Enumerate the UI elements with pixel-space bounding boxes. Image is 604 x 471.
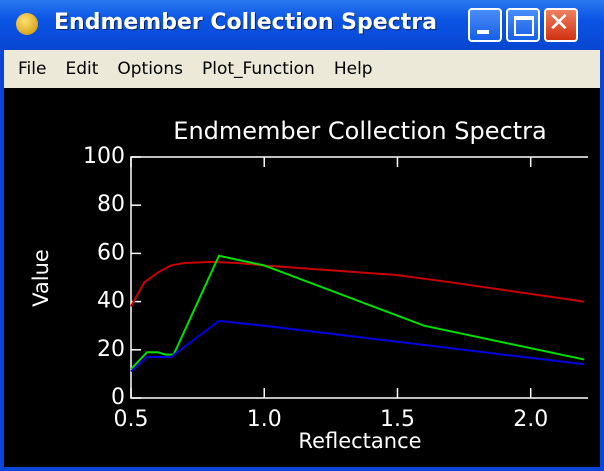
x-axis-label: Reflectance xyxy=(298,429,421,453)
minimize-button[interactable] xyxy=(468,8,502,42)
menu-bar: File Edit Options Plot_Function Help xyxy=(4,50,600,88)
series-line xyxy=(130,260,585,307)
x-tick-label: 0.5 xyxy=(114,407,149,432)
title-bar: Endmember Collection Spectra ✕ xyxy=(0,0,604,50)
x-tick-label: 2.0 xyxy=(513,407,548,432)
y-tick-label: 0 xyxy=(111,385,125,410)
menu-item[interactable]: File xyxy=(18,59,47,79)
y-tick-label: 60 xyxy=(97,240,125,265)
close-button[interactable]: ✕ xyxy=(544,8,578,42)
chart-title: Endmember Collection Spectra xyxy=(173,117,546,145)
app-icon xyxy=(16,13,38,35)
menu-item[interactable]: Edit xyxy=(65,59,99,79)
x-tick-label: 1.5 xyxy=(380,407,415,432)
maximize-button[interactable] xyxy=(506,8,540,42)
menu-item[interactable]: Options xyxy=(117,59,183,79)
menu-item[interactable]: Help xyxy=(333,59,373,79)
y-tick-label: 40 xyxy=(97,289,125,314)
y-tick-label: 80 xyxy=(97,192,125,217)
window-title: Endmember Collection Spectra xyxy=(54,10,437,35)
y-tick-label: 20 xyxy=(97,337,125,362)
series-line xyxy=(130,319,585,373)
y-axis-label: Value xyxy=(29,249,53,307)
axis-frame xyxy=(130,156,588,399)
y-tick-label: 100 xyxy=(83,144,125,169)
plot-background xyxy=(4,88,600,467)
x-tick-label: 1.0 xyxy=(247,407,282,432)
menu-item[interactable]: Plot_Function xyxy=(201,59,315,79)
